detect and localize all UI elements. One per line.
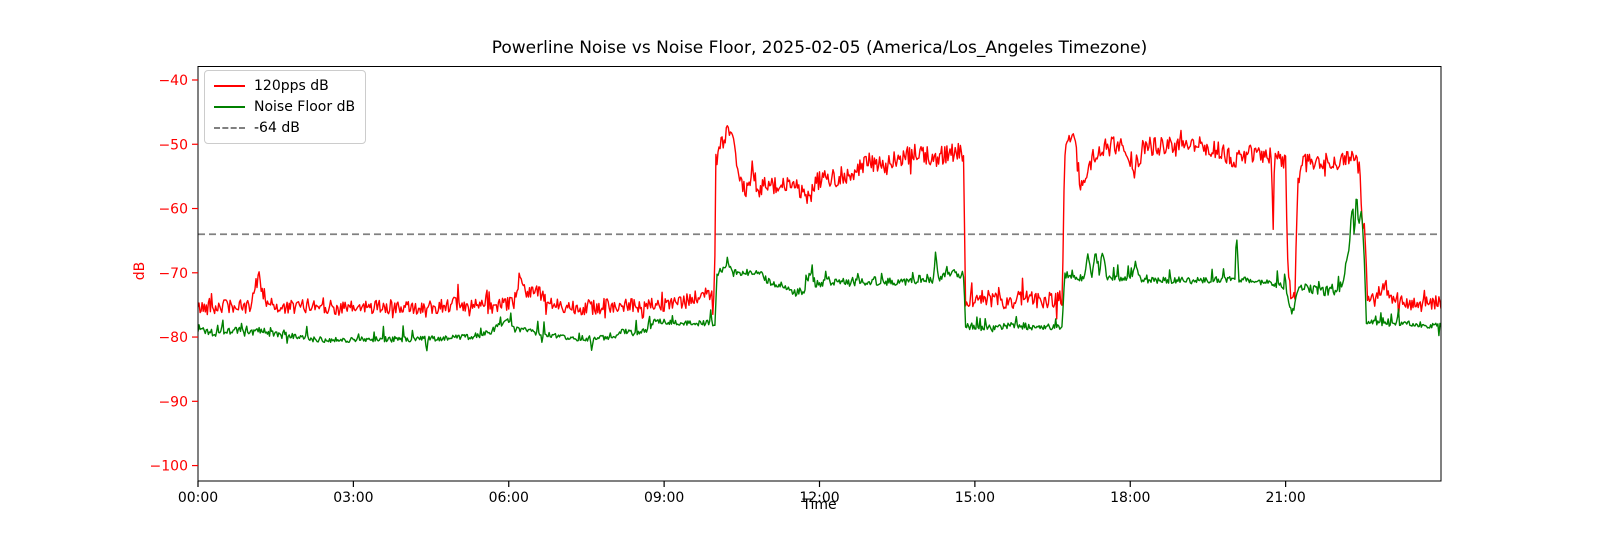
- series-line-120pps-db: [198, 125, 1441, 320]
- x-tick-label: 03:00: [333, 490, 373, 506]
- dashed-line-swatch-icon: [214, 127, 245, 129]
- x-axis-label: Time: [802, 497, 837, 513]
- y-tick-label: −90: [158, 394, 188, 410]
- y-tick-label: −100: [150, 459, 188, 475]
- plot-spines: [197, 66, 1442, 482]
- y-tick-label: −80: [158, 330, 188, 346]
- y-axis-label: dB: [132, 261, 148, 281]
- legend-label: 120pps dB: [254, 78, 329, 94]
- y-tick-label: −70: [158, 266, 188, 282]
- legend: 120pps dB Noise Floor dB -64 dB: [204, 70, 367, 144]
- x-tick-label: 12:00: [799, 490, 839, 506]
- x-tick-label: 09:00: [644, 490, 684, 506]
- x-tick-label: 15:00: [955, 490, 995, 506]
- y-tick-label: −60: [158, 202, 188, 218]
- legend-item-noise-floor: Noise Floor dB: [214, 99, 355, 115]
- y-tick-label: −40: [158, 73, 188, 89]
- x-tick-label: 18:00: [1110, 490, 1150, 506]
- series-line-noise-floor-db: [198, 198, 1441, 352]
- x-tick-label: 06:00: [489, 490, 529, 506]
- red-line-swatch-icon: [214, 85, 245, 87]
- green-line-swatch-icon: [214, 106, 245, 108]
- legend-label: Noise Floor dB: [254, 99, 356, 115]
- legend-item-120pps: 120pps dB: [214, 78, 355, 94]
- y-tick-label: −50: [158, 137, 188, 153]
- legend-label: -64 dB: [254, 120, 300, 136]
- x-tick-label: 00:00: [178, 490, 218, 506]
- legend-item-reference: -64 dB: [214, 120, 355, 136]
- chart-title: Powerline Noise vs Noise Floor, 2025-02-…: [491, 38, 1148, 58]
- x-tick-label: 21:00: [1265, 490, 1305, 506]
